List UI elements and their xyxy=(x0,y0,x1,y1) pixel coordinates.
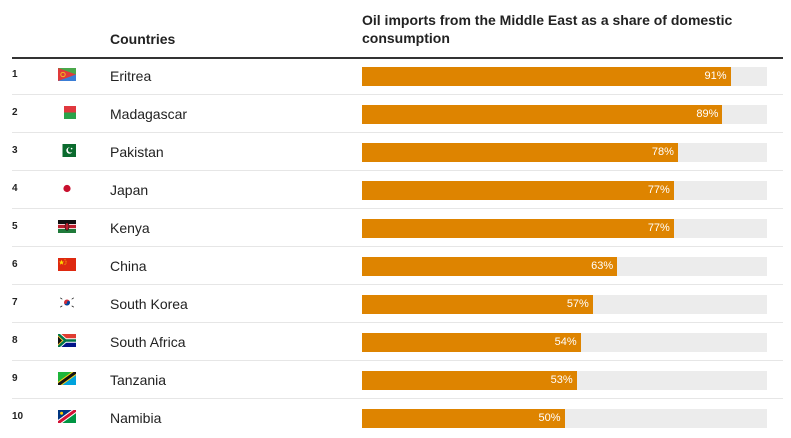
country-name: Namibia xyxy=(110,410,162,426)
rank-label: 9 xyxy=(12,373,18,384)
bar-value-label: 53% xyxy=(550,374,573,386)
country-name: Tanzania xyxy=(110,372,167,388)
country-name: South Africa xyxy=(110,334,186,350)
country-name: Japan xyxy=(110,182,149,198)
table-row: 3 Pakistan 78% xyxy=(12,133,783,171)
bar-value-label: 78% xyxy=(651,146,674,158)
bar-value-label: 89% xyxy=(696,108,719,120)
country-name: Kenya xyxy=(110,220,150,236)
rank-label: 4 xyxy=(12,183,18,194)
bar-value-label: 63% xyxy=(591,260,614,272)
bar: 77% xyxy=(362,181,674,200)
bar: 63% xyxy=(362,257,618,276)
country-name: Eritrea xyxy=(110,68,152,84)
bar-track: 50% xyxy=(362,409,767,428)
bar-track: 77% xyxy=(362,219,767,238)
bar-value-label: 54% xyxy=(554,336,577,348)
rank-label: 5 xyxy=(12,221,18,232)
country-name: South Korea xyxy=(110,296,188,312)
rank-label: 6 xyxy=(12,259,18,270)
bar: 50% xyxy=(362,409,565,428)
country-name: Pakistan xyxy=(110,144,164,160)
japan-flag-icon xyxy=(58,182,76,195)
table-row: 4 Japan 77% xyxy=(12,171,783,209)
rank-label: 7 xyxy=(12,297,18,308)
ranking-table: 1 Eritrea 91% 2 Madagascar 89% 3 Pakistan 78% 4 Ja… xyxy=(12,57,783,437)
bar-track: 53% xyxy=(362,371,767,390)
bar: 57% xyxy=(362,295,593,314)
bar-track: 57% xyxy=(362,295,767,314)
bar-track: 89% xyxy=(362,105,767,124)
bar-value-label: 91% xyxy=(704,70,727,82)
bar-track: 77% xyxy=(362,181,767,200)
table-row: 6 China 63% xyxy=(12,247,783,285)
madagascar-flag-icon xyxy=(58,106,76,119)
tanzania-flag-icon xyxy=(58,372,76,385)
table-row: 1 Eritrea 91% xyxy=(12,57,783,95)
bar: 53% xyxy=(362,371,577,390)
bar: 77% xyxy=(362,219,674,238)
bar-track: 91% xyxy=(362,67,767,86)
south-africa-flag-icon xyxy=(58,334,76,347)
bar-track: 63% xyxy=(362,257,767,276)
bar-value-label: 57% xyxy=(566,298,589,310)
table-row: 8 South Africa 54% xyxy=(12,323,783,361)
bar: 78% xyxy=(362,143,678,162)
rank-label: 8 xyxy=(12,335,18,346)
table-row: 5 Kenya 77% xyxy=(12,209,783,247)
bar-value-label: 77% xyxy=(647,222,670,234)
bar-track: 54% xyxy=(362,333,767,352)
table-row: 10 Namibia 50% xyxy=(12,399,783,437)
pakistan-flag-icon xyxy=(58,144,76,157)
south-korea-flag-icon xyxy=(58,296,76,309)
bar-value-label: 77% xyxy=(647,184,670,196)
table-row: 9 Tanzania 53% xyxy=(12,361,783,399)
bar: 91% xyxy=(362,67,731,86)
bar: 89% xyxy=(362,105,723,124)
bar-value-label: 50% xyxy=(538,412,561,424)
rank-label: 3 xyxy=(12,145,18,156)
country-name: China xyxy=(110,258,147,274)
metric-column-header: Oil imports from the Middle East as a sh… xyxy=(362,12,733,46)
eritrea-flag-icon xyxy=(58,68,76,81)
namibia-flag-icon xyxy=(58,410,76,423)
kenya-flag-icon xyxy=(58,220,76,233)
table-row: 2 Madagascar 89% xyxy=(12,95,783,133)
country-name: Madagascar xyxy=(110,106,188,122)
table-header: Countries Oil imports from the Middle Ea… xyxy=(12,0,783,59)
rank-label: 2 xyxy=(12,107,18,118)
bar: 54% xyxy=(362,333,581,352)
rank-label: 10 xyxy=(12,411,24,422)
countries-column-header: Countries xyxy=(110,31,176,47)
table-row: 7 South Korea 57% xyxy=(12,285,783,323)
china-flag-icon xyxy=(58,258,76,271)
bar-track: 78% xyxy=(362,143,767,162)
rank-label: 1 xyxy=(12,69,18,80)
